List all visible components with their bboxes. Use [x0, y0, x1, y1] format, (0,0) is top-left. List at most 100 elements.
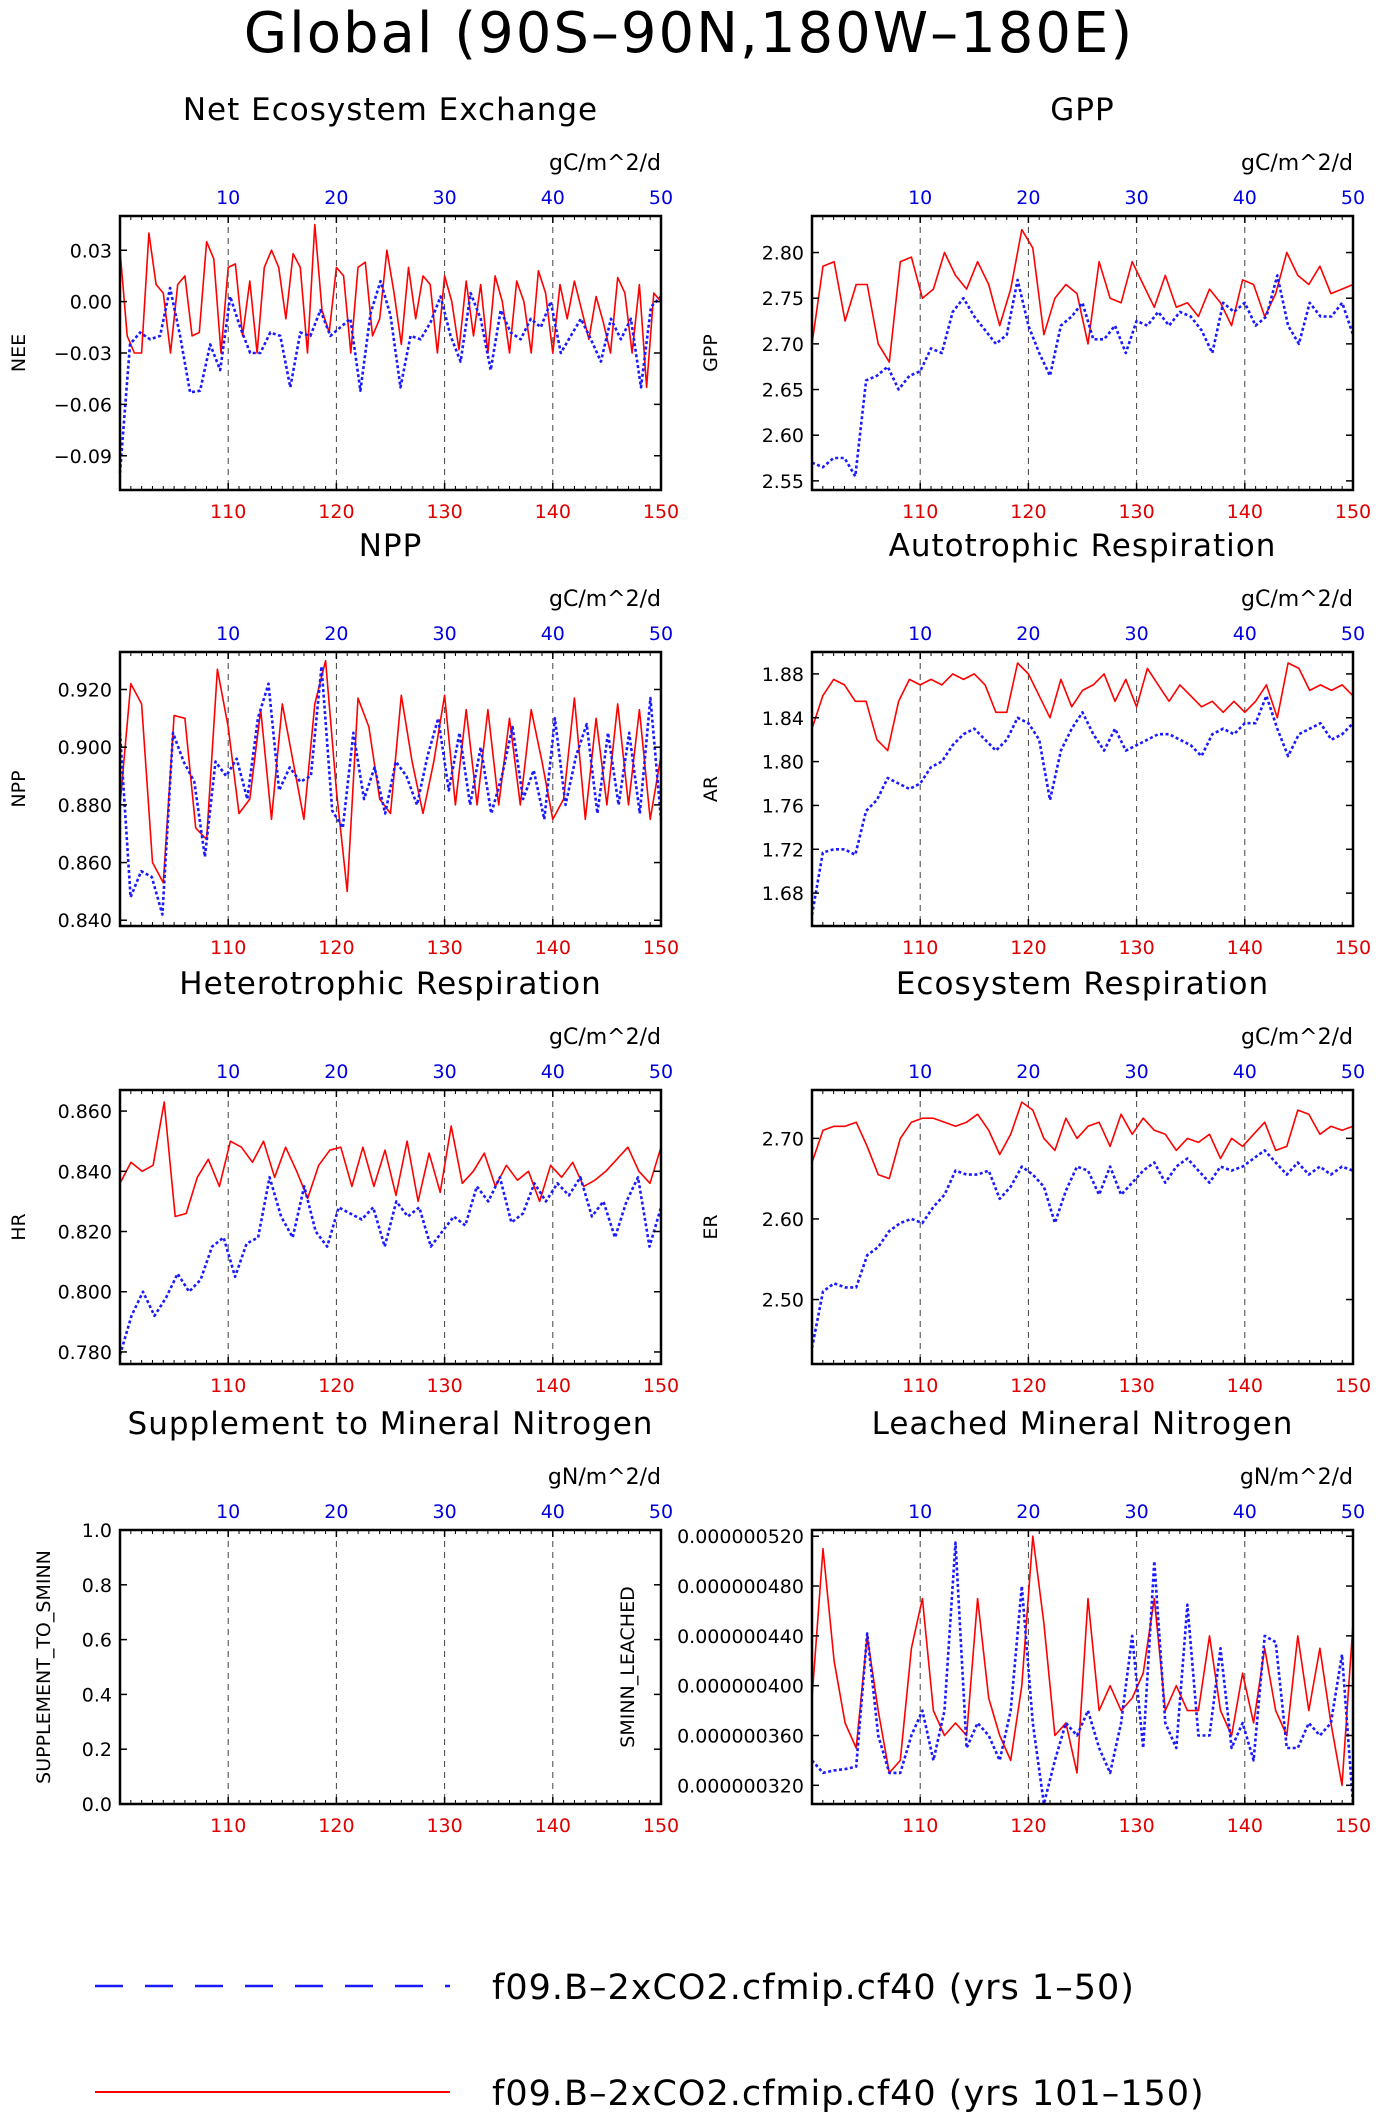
x-tick-label-top: 10	[216, 623, 240, 645]
y-tick-label: 0.000000520	[677, 1526, 804, 1548]
y-tick-label: 0.840	[58, 1161, 112, 1183]
series-line-blue	[811, 274, 1355, 478]
y-tick-label: 0.900	[58, 737, 112, 759]
y-tick-label: 0.0	[82, 1794, 112, 1816]
x-tick-label-top: 50	[1341, 1061, 1365, 1083]
units-label: gC/m^2/d	[1241, 1025, 1353, 1050]
x-tick-label-top: 10	[216, 1061, 240, 1083]
chart-panel-4: Autotrophic Respiration gC/m^2/d 110 120 130…	[700, 528, 1371, 959]
y-tick-label: 1.0	[82, 1520, 112, 1542]
chart-title: Autotrophic Respiration	[889, 528, 1277, 564]
x-tick-label-bottom: 140	[535, 1375, 571, 1397]
x-tick-label-bottom: 120	[1010, 937, 1046, 959]
x-tick-label-top: 50	[649, 1501, 673, 1523]
x-tick-label-top: 50	[649, 1061, 673, 1083]
y-tick-label: 0.4	[82, 1684, 112, 1706]
x-tick-label-top: 40	[541, 1501, 565, 1523]
y-tick-label: 1.76	[762, 795, 804, 817]
x-tick-label-top: 10	[216, 1501, 240, 1523]
chart-panel-7: Supplement to Mineral Nitrogen gN/m^2/d 11…	[33, 1406, 679, 1837]
plot-frame	[118, 650, 663, 928]
x-tick-label-top: 20	[1016, 187, 1040, 209]
series-line-blue	[810, 1149, 1354, 1349]
y-tick-label: 0.000000320	[677, 1775, 804, 1797]
x-tick-label-bottom: 130	[1118, 1815, 1154, 1837]
legend-label-red: f09.B–2xCO2.cfmip.cf40 (yrs 101–150)	[492, 2074, 1205, 2114]
y-tick-label: 1.68	[762, 883, 804, 905]
y-tick-label: 0.860	[58, 1101, 112, 1123]
units-label: gC/m^2/d	[549, 1025, 661, 1050]
y-tick-label: 0.000000440	[677, 1626, 804, 1648]
y-tick-label: 2.70	[762, 334, 804, 356]
y-tick-label: 0.00	[70, 292, 112, 314]
x-tick-label-top: 30	[1125, 623, 1149, 645]
units-label: gC/m^2/d	[549, 151, 661, 176]
chart-title: Leached Mineral Nitrogen	[872, 1406, 1294, 1442]
plot-frame	[810, 1528, 1355, 1806]
y-tick-label: 0.860	[58, 853, 112, 875]
x-tick-label-bottom: 140	[535, 1815, 571, 1837]
x-tick-label-bottom: 120	[1010, 1815, 1046, 1837]
x-tick-label-top: 30	[1125, 187, 1149, 209]
plot-frame	[118, 214, 663, 492]
chart-panel-8: Leached Mineral Nitrogen gN/m^2/d 110 120 13…	[617, 1406, 1371, 1837]
x-tick-label-bottom: 150	[643, 1815, 679, 1837]
x-tick-label-top: 50	[649, 187, 673, 209]
chart-title: Net Ecosystem Exchange	[183, 92, 598, 128]
x-tick-label-bottom: 120	[318, 937, 354, 959]
x-tick-label-top: 10	[908, 1061, 932, 1083]
x-tick-label-bottom: 150	[643, 501, 679, 523]
legend-label-blue: f09.B–2xCO2.cfmip.cf40 (yrs 1–50)	[492, 1968, 1135, 2008]
x-tick-label-bottom: 140	[535, 501, 571, 523]
x-tick-label-bottom: 150	[643, 937, 679, 959]
series-line-red	[119, 659, 662, 893]
y-axis-label: AR	[700, 776, 722, 802]
x-tick-label-top: 20	[324, 187, 348, 209]
x-tick-label-top: 50	[1341, 187, 1365, 209]
y-tick-label: −0.09	[54, 446, 112, 468]
y-axis-label: NPP	[8, 770, 30, 807]
x-tick-label-bottom: 150	[1335, 1815, 1371, 1837]
x-tick-label-bottom: 110	[902, 1375, 938, 1397]
y-tick-label: 1.72	[762, 839, 804, 861]
y-tick-label: 2.75	[762, 288, 804, 310]
x-tick-label-top: 30	[433, 1061, 457, 1083]
x-tick-label-bottom: 140	[1227, 1375, 1263, 1397]
x-tick-label-top: 30	[1125, 1501, 1149, 1523]
plot-frame	[118, 1528, 663, 1806]
chart-title: Ecosystem Respiration	[896, 966, 1269, 1002]
x-tick-label-bottom: 110	[210, 1375, 246, 1397]
y-axis-label: SUPPLEMENT_TO_SMINN	[33, 1550, 55, 1784]
x-tick-label-bottom: 130	[426, 937, 462, 959]
x-tick-label-bottom: 130	[1118, 937, 1154, 959]
x-tick-label-top: 20	[324, 623, 348, 645]
x-tick-label-bottom: 130	[1118, 501, 1154, 523]
y-axis-label: NEE	[8, 334, 30, 372]
y-tick-label: 0.000000480	[677, 1576, 804, 1598]
x-tick-label-top: 20	[1016, 623, 1040, 645]
y-tick-label: 1.88	[762, 664, 804, 686]
y-tick-label: 0.000000400	[677, 1676, 804, 1698]
y-tick-label: 2.50	[762, 1290, 804, 1312]
panels-group: Net Ecosystem Exchange gC/m^2/d 110 120 130 1…	[8, 92, 1371, 1837]
x-tick-label-top: 20	[1016, 1501, 1040, 1523]
chart-panel-3: NPP gC/m^2/d 110 120 130 140 150 10 20 30 40 50 0.92…	[8, 528, 679, 959]
series-line-blue	[118, 1176, 663, 1356]
x-tick-label-top: 10	[908, 623, 932, 645]
x-tick-label-top: 40	[541, 187, 565, 209]
y-axis-label: ER	[700, 1214, 722, 1239]
chart-title: Heterotrophic Respiration	[179, 966, 601, 1002]
chart-title: Supplement to Mineral Nitrogen	[128, 1406, 654, 1442]
y-tick-label: 0.840	[58, 910, 112, 932]
x-tick-label-top: 20	[1016, 1061, 1040, 1083]
series-line-red	[811, 1535, 1354, 1787]
x-tick-label-bottom: 130	[426, 501, 462, 523]
x-tick-label-top: 40	[541, 1061, 565, 1083]
x-tick-label-top: 40	[541, 623, 565, 645]
y-tick-label: 0.920	[58, 679, 112, 701]
y-tick-label: 1.84	[762, 708, 804, 730]
x-tick-label-top: 10	[908, 1501, 932, 1523]
x-tick-label-bottom: 140	[535, 937, 571, 959]
x-tick-label-bottom: 150	[1335, 501, 1371, 523]
x-tick-label-top: 30	[1125, 1061, 1149, 1083]
